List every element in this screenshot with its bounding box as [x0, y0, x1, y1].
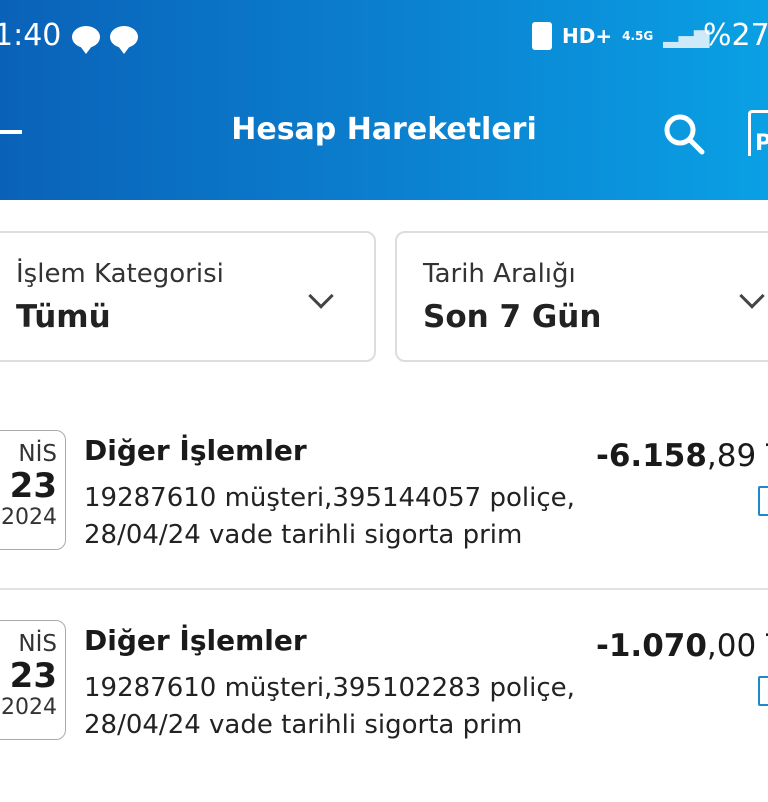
search-icon[interactable] [662, 112, 706, 156]
page-title: Hesap Hareketleri [231, 112, 537, 147]
status-bar: 1:40 HD+ 4.5G ▂▄▆ %27 [0, 18, 768, 58]
chevron-down-icon [308, 283, 334, 309]
app-header: 1:40 HD+ 4.5G ▂▄▆ %27 Hesap Hareketleri … [0, 0, 768, 200]
date-year: 2024 [1, 695, 57, 720]
status-time: 1:40 [0, 18, 62, 53]
back-button[interactable] [0, 130, 22, 134]
transaction-description: 19287610 müşteri,395102283 poliçe, 28/04… [84, 673, 575, 740]
transaction-amount: -6.158,89 TL [596, 438, 768, 474]
date-range-filter[interactable]: Tarih Aralığı Son 7 Gün [395, 231, 768, 362]
date-day: 23 [9, 466, 57, 506]
date-day: 23 [9, 656, 57, 696]
date-badge: NİS 23 2024 [0, 620, 66, 740]
battery-percent: %27 [703, 18, 768, 53]
transaction-description: 19287610 müşteri,395144057 poliçe, 28/04… [84, 483, 575, 550]
transaction-row[interactable]: NİS 23 2024 Diğer İşlemler 19287610 müşt… [0, 422, 768, 612]
amount-decimal: ,89 TL [706, 438, 768, 474]
amount-main: -1.070 [596, 628, 707, 664]
transaction-category: Diğer İşlemler [84, 434, 307, 467]
message-notification-icon [72, 26, 100, 54]
signal-icon: ▂▄▆ [663, 24, 710, 48]
filter-value: Tümü [16, 299, 111, 335]
category-filter[interactable]: İşlem Kategorisi Tümü [0, 231, 376, 362]
hd-voice-icon: HD+ [562, 24, 613, 48]
date-month: NİS [18, 631, 57, 657]
filter-label: İşlem Kategorisi [16, 259, 224, 289]
transaction-amount: -1.070,00 TL [596, 628, 768, 664]
battery-saver-icon [532, 22, 552, 50]
chevron-down-icon [739, 283, 765, 309]
filter-value: Son 7 Gün [423, 299, 602, 335]
date-month: NİS [18, 441, 57, 467]
filter-label: Tarih Aralığı [423, 259, 576, 289]
divider [0, 588, 768, 590]
date-badge: NİS 23 2024 [0, 430, 66, 550]
pdf-export-button[interactable]: PDF [748, 110, 768, 156]
date-year: 2024 [1, 505, 57, 530]
network-type-icon: 4.5G [622, 29, 654, 43]
amount-decimal: ,00 TL [706, 628, 768, 664]
transaction-category: Diğer İşlemler [84, 624, 307, 657]
message-notification-icon [110, 26, 138, 54]
amount-main: -6.158 [596, 438, 707, 474]
transaction-row[interactable]: NİS 23 2024 Diğer İşlemler 19287610 müşt… [0, 612, 768, 802]
receipt-icon[interactable] [758, 486, 768, 516]
receipt-icon[interactable] [758, 676, 768, 706]
